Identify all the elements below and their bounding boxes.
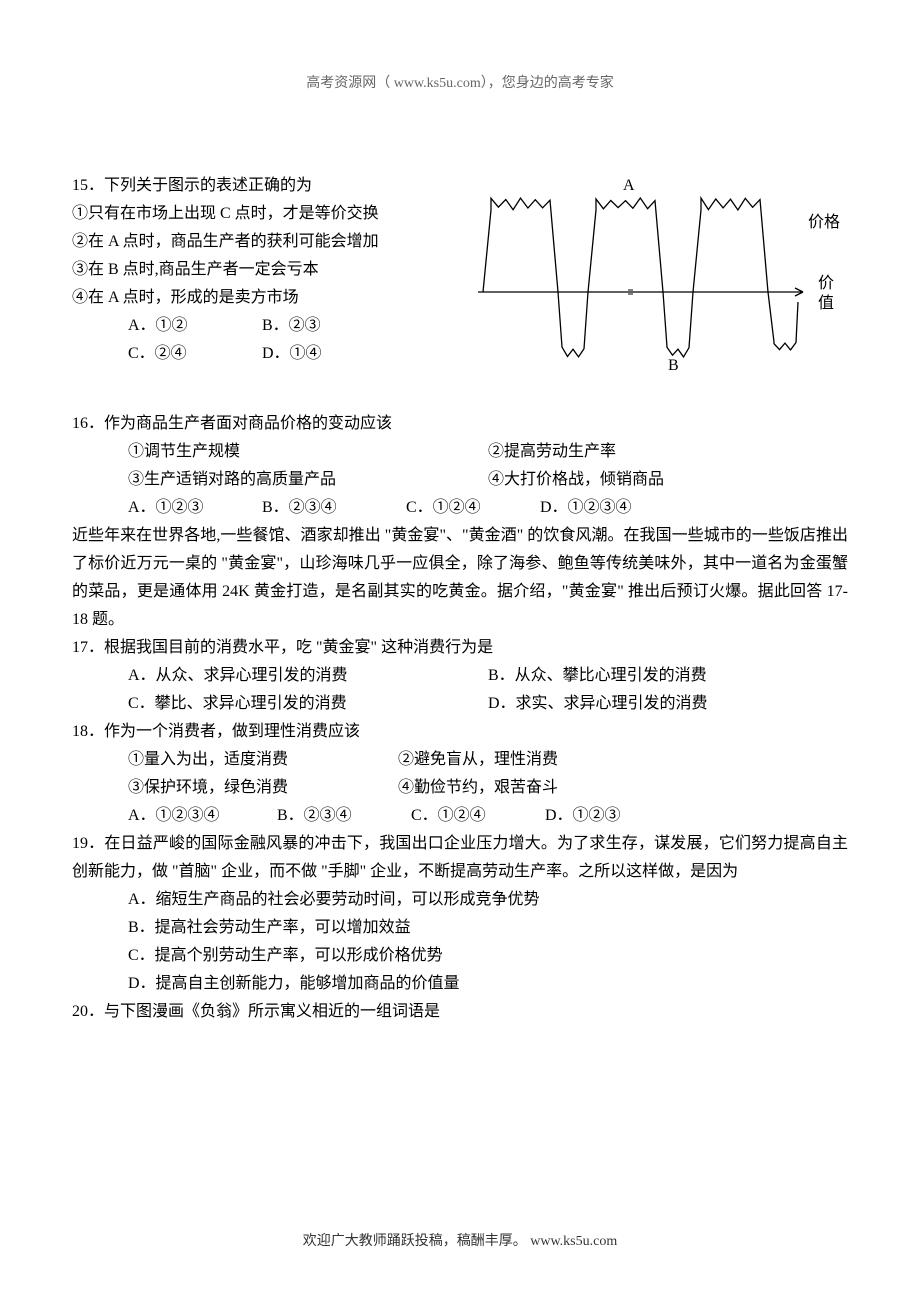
q17-stem: 17．根据我国目前的消费水平，吃 "黄金宴" 这种消费行为是 (72, 634, 848, 662)
chart-svg: A B 价格价值 (458, 172, 848, 392)
q19-stem: 19．在日益严峻的国际金融风暴的冲击下，我国出口企业压力增大。为了求生存，谋发展… (72, 830, 848, 886)
svg-text:B: B (668, 357, 679, 374)
q18-options: A．①②③④ B．②③④ C．①②④ D．①②③ (72, 802, 848, 830)
question-17: 17．根据我国目前的消费水平，吃 "黄金宴" 这种消费行为是 A．从众、求异心理… (72, 634, 848, 718)
header-text: 高考资源网（ www.ks5u.com），您身边的高考专家 (306, 76, 613, 91)
q16-row2: ③生产适销对路的高质量产品 ④大打价格战，倾销商品 (72, 466, 848, 494)
q17-opt-a: A．从众、求异心理引发的消费 (128, 662, 488, 690)
q15-opt-c: C．②④ (128, 340, 258, 368)
svg-text:价: 价 (818, 275, 834, 292)
q18-opt-d: D．①②③ (545, 802, 621, 830)
svg-text:价格: 价格 (808, 213, 840, 231)
q19-opt-d: D．提高自主创新能力，能够增加商品的价值量 (72, 970, 848, 998)
q17-row1: A．从众、求异心理引发的消费 B．从众、攀比心理引发的消费 (72, 662, 848, 690)
q18-stem: 18．作为一个消费者，做到理性消费应该 (72, 718, 848, 746)
q19-opt-a: A．缩短生产商品的社会必要劳动时间，可以形成竞争优势 (72, 886, 848, 914)
q18-sub2: ②避免盲从，理性消费 (398, 746, 848, 774)
q16-stem: 16．作为商品生产者面对商品价格的变动应该 (72, 410, 848, 438)
q16-opt-c: C．①②④ (406, 494, 536, 522)
q17-row2: C．攀比、求异心理引发的消费 D．求实、求异心理引发的消费 (72, 690, 848, 718)
q17-opt-b: B．从众、攀比心理引发的消费 (488, 662, 707, 690)
q18-opt-b: B．②③④ (277, 802, 407, 830)
question-18: 18．作为一个消费者，做到理性消费应该 ①量入为出，适度消费 ②避免盲从，理性消… (72, 718, 848, 830)
passage-17-18: 近些年来在世界各地,一些餐馆、酒家却推出 "黄金宴"、"黄金酒" 的饮食风潮。在… (72, 522, 848, 634)
q16-options: A．①②③ B．②③④ C．①②④ D．①②③④ (72, 494, 848, 522)
q16-opt-a: A．①②③ (128, 494, 258, 522)
q17-opt-d: D．求实、求异心理引发的消费 (488, 690, 708, 718)
q16-sub3: ③生产适销对路的高质量产品 (128, 466, 488, 494)
q18-opt-c: C．①②④ (411, 802, 541, 830)
svg-text:值: 值 (818, 294, 834, 312)
q16-opt-d: D．①②③④ (540, 494, 632, 522)
q15-opt-d: D．①④ (262, 340, 322, 368)
svg-text:A: A (623, 177, 635, 194)
q16-sub1: ①调节生产规模 (128, 438, 488, 466)
q15-opt-a: A．①② (128, 312, 258, 340)
question-19: 19．在日益严峻的国际金融风暴的冲击下，我国出口企业压力增大。为了求生存，谋发展… (72, 830, 848, 998)
q18-sub4: ④勤俭节约，艰苦奋斗 (398, 774, 848, 802)
question-16: 16．作为商品生产者面对商品价格的变动应该 ①调节生产规模 ②提高劳动生产率 ③… (72, 410, 848, 522)
q19-opt-c: C．提高个别劳动生产率，可以形成价格优势 (72, 942, 848, 970)
q18-sub1: ①量入为出，适度消费 (128, 746, 398, 774)
page-header: 高考资源网（ www.ks5u.com），您身边的高考专家 (72, 72, 848, 92)
q16-opt-b: B．②③④ (262, 494, 402, 522)
footer-text: 欢迎广大教师踊跃投稿，稿酬丰厚。 www.ks5u.com (303, 1234, 617, 1249)
q20-stem: 20．与下图漫画《负翁》所示寓义相近的一组词语是 (72, 998, 848, 1026)
q16-sub4: ④大打价格战，倾销商品 (488, 466, 848, 494)
q19-opt-b: B．提高社会劳动生产率，可以增加效益 (72, 914, 848, 942)
q18-sub3: ③保护环境，绿色消费 (128, 774, 398, 802)
q18-opt-a: A．①②③④ (128, 802, 273, 830)
page-footer: 欢迎广大教师踊跃投稿，稿酬丰厚。 www.ks5u.com (72, 1230, 848, 1250)
q17-opt-c: C．攀比、求异心理引发的消费 (128, 690, 488, 718)
passage-text: 近些年来在世界各地,一些餐馆、酒家却推出 "黄金宴"、"黄金酒" 的饮食风潮。在… (72, 522, 848, 634)
q16-row1: ①调节生产规模 ②提高劳动生产率 (72, 438, 848, 466)
price-value-chart: A B 价格价值 (458, 172, 848, 402)
q18-row1: ①量入为出，适度消费 ②避免盲从，理性消费 (72, 746, 848, 774)
question-20: 20．与下图漫画《负翁》所示寓义相近的一组词语是 (72, 998, 848, 1026)
q15-opt-b: B．②③ (262, 312, 402, 340)
page-content: AB价格价值 15．下列关于图示的表述正确的为 ①只有在市场上出现 C 点时，才… (72, 172, 848, 1026)
q16-sub2: ②提高劳动生产率 (488, 438, 848, 466)
q18-row2: ③保护环境，绿色消费 ④勤俭节约，艰苦奋斗 (72, 774, 848, 802)
